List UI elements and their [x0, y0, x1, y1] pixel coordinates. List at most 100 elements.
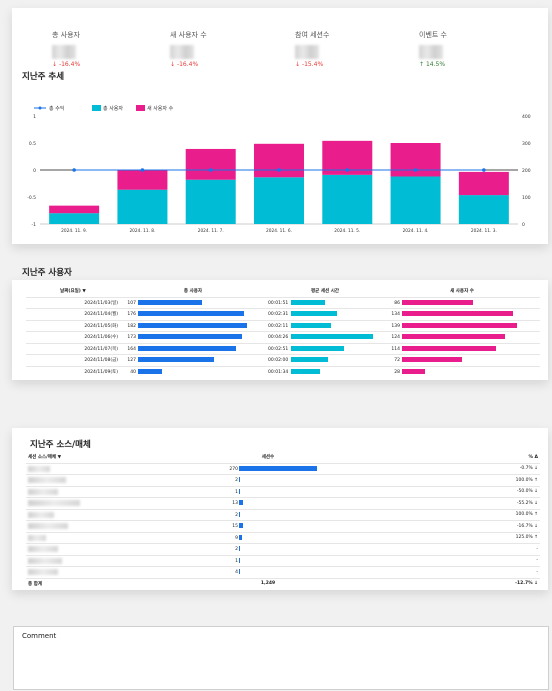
col-source[interactable]: 세션 소스/매체 ▼: [28, 455, 62, 461]
bar-total-users[interactable]: [254, 177, 304, 224]
kpi-3: 이벤트 수 ↑ 14.5%: [419, 30, 529, 68]
source-redacted: [28, 523, 68, 529]
new-users-cell: 134: [384, 308, 540, 320]
sessions-cell: 15: [176, 520, 360, 532]
col-avg-session[interactable]: 평균 세션 시간: [311, 289, 339, 295]
bar-total-users[interactable]: [458, 195, 509, 224]
sessions-cell: 2: [176, 474, 360, 486]
session-time-cell: 00:01:51: [266, 296, 384, 309]
delta-cell: 100.0% ↑: [360, 474, 540, 486]
bar-total-users[interactable]: [322, 174, 373, 224]
bar-total-users[interactable]: [185, 179, 236, 224]
total-users-bar: [138, 299, 203, 305]
bar-total-users[interactable]: [49, 213, 100, 224]
col-new-users[interactable]: 새 사용자 수: [450, 289, 474, 295]
total-users-cell: 164: [120, 342, 266, 355]
kpi-2: 참여 세션수 ↓ -15.4%: [295, 30, 405, 68]
table-row[interactable]: 2 100.0% ↑: [26, 474, 540, 486]
comment-label: Comment: [22, 632, 57, 640]
table-row[interactable]: 13 -55.2% ↓: [26, 497, 540, 509]
right-tick: 400: [522, 114, 531, 120]
trend-title: 지난주 추세: [22, 72, 65, 82]
delta-cell: 125.0% ↑: [360, 531, 540, 544]
left-tick: 0.5: [29, 141, 36, 147]
kpi-delta: ↓ -16.4%: [170, 61, 280, 68]
revenue-point[interactable]: [140, 168, 145, 172]
delta-cell: -55.2% ↓: [360, 497, 540, 509]
total-users-bar: [138, 334, 242, 340]
session-time-cell: 00:04:26: [266, 331, 384, 343]
sessions-cell: 270: [176, 462, 360, 475]
table-row[interactable]: 1-: [26, 554, 540, 567]
table-row[interactable]: 2 100.0% ↑: [26, 508, 540, 521]
session-time-cell: 00:02:11: [266, 319, 384, 332]
delta-cell: -50.0% ↓: [360, 485, 540, 498]
source-cell: [26, 474, 176, 486]
kpi-value-redacted: [170, 45, 194, 59]
new-users-cell: 139: [384, 319, 540, 332]
kpi-value-redacted: [295, 45, 319, 59]
col-delta[interactable]: % Δ: [528, 454, 538, 460]
x-tick-label: 2024. 11. 3.: [471, 228, 497, 234]
session-time-bar: [291, 299, 326, 305]
legend-total: 총 사용자: [103, 105, 123, 112]
session-time-cell: 00:02:00: [266, 354, 384, 366]
table-row[interactable]: 2024/11/06(수) 173 00:04:26 124: [26, 331, 540, 343]
sources-card: 지난주 소스/매체 세션 소스/매체 ▼ 세션수 % Δ 270 -0.7% ↓ 2…: [12, 428, 548, 590]
source-redacted: [28, 511, 54, 518]
revenue-point[interactable]: [277, 168, 281, 172]
bar-total-users[interactable]: [117, 189, 168, 224]
table-row[interactable]: 2-: [26, 543, 540, 555]
session-time-cell: 00:01:34: [266, 365, 384, 377]
revenue-point[interactable]: [72, 168, 76, 172]
total-users-cell: 182: [120, 319, 266, 332]
kpi-label: 새 사용자 수: [170, 31, 207, 39]
kpi-delta-value: -16.4%: [176, 61, 199, 68]
revenue-point[interactable]: [413, 168, 418, 172]
table-row[interactable]: 270 -0.7% ↓: [26, 462, 540, 475]
comment-box[interactable]: Comment: [13, 626, 549, 690]
table-row[interactable]: 1 -50.0% ↓: [26, 485, 540, 498]
col-date[interactable]: 날짜(요일) ▼: [60, 289, 86, 295]
total-users-cell: 173: [120, 331, 266, 343]
table-row[interactable]: 15 -16.7% ↓: [26, 520, 540, 532]
table-row[interactable]: 2024/11/05(화) 182 00:02:11 139: [26, 319, 540, 332]
delta-cell: -: [360, 554, 540, 567]
table-row[interactable]: 9 125.0% ↑: [26, 531, 540, 544]
sessions-bar: [239, 465, 317, 471]
session-time-bar: [291, 322, 332, 328]
users-title: 지난주 사용자: [22, 268, 72, 278]
table-row[interactable]: 2024/11/07(목) 164 00:02:51 114: [26, 342, 540, 355]
session-time-bar: [291, 334, 373, 340]
table-row[interactable]: 2024/11/04(월) 176 00:02:31 134: [26, 308, 540, 320]
sessions-bar: [239, 557, 240, 563]
new-users-cell: 28: [384, 365, 540, 377]
table-row[interactable]: 4-: [26, 566, 540, 578]
bar-total-users[interactable]: [390, 176, 441, 224]
table-row[interactable]: 2024/11/03(일) 107 00:01:51 86: [26, 296, 540, 309]
sessions-bar: [239, 500, 243, 506]
new-users-cell: 86: [384, 296, 540, 309]
revenue-point[interactable]: [208, 168, 213, 172]
bar-new-users[interactable]: [49, 205, 100, 214]
revenue-point[interactable]: [345, 168, 350, 172]
sessions-cell: 13: [176, 497, 360, 509]
kpi-delta-value: -15.4%: [301, 61, 324, 68]
bar-new-users[interactable]: [117, 170, 168, 190]
kpi-value-redacted: [419, 45, 443, 59]
trend-arrow-icon: ↓: [170, 61, 176, 68]
left-tick: -0.5: [27, 195, 36, 201]
date-cell: 2024/11/08(금): [26, 354, 120, 366]
kpi-0: 총 사용자 ↓ -16.4%: [52, 30, 162, 68]
col-total-users[interactable]: 총 사용자: [183, 289, 203, 295]
revenue-point[interactable]: [482, 168, 486, 172]
bar-new-users[interactable]: [458, 171, 509, 196]
total-users-bar: [138, 357, 215, 363]
table-row[interactable]: 2024/11/09(토) 40 00:01:34 28: [26, 365, 540, 377]
table-row[interactable]: 2024/11/08(금) 127 00:02:00 72: [26, 354, 540, 366]
source-redacted: [28, 557, 62, 564]
delta-cell: 100.0% ↑: [360, 508, 540, 521]
col-sessions[interactable]: 세션수: [261, 455, 275, 461]
bar-new-users[interactable]: [185, 148, 236, 180]
bar-new-users[interactable]: [254, 143, 304, 178]
